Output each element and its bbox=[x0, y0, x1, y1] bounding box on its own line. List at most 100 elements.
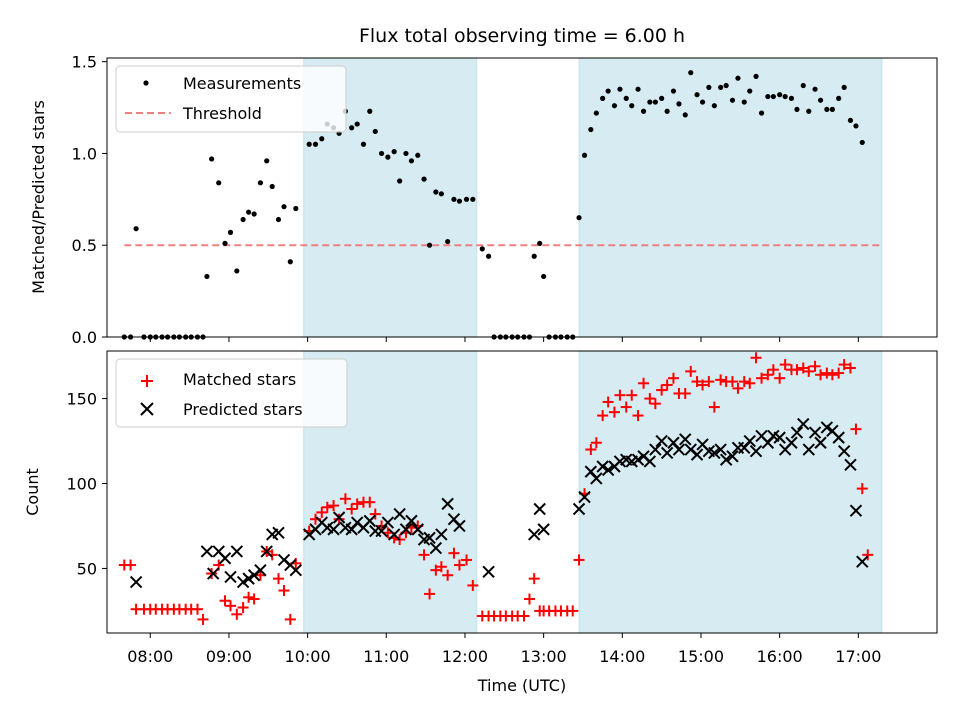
predicted-star-point bbox=[332, 511, 346, 524]
measurement-point bbox=[306, 141, 312, 147]
matched-star-point bbox=[649, 398, 661, 410]
matched-star-point bbox=[273, 573, 285, 585]
predicted-star-point bbox=[363, 514, 376, 528]
matched-star-point bbox=[585, 444, 597, 456]
measurement-point bbox=[853, 123, 859, 129]
matched-star-point bbox=[608, 406, 620, 418]
measurement-point bbox=[753, 73, 759, 79]
measurement-point bbox=[391, 149, 397, 155]
top-x-ticks bbox=[149, 337, 859, 342]
predicted-star-point bbox=[849, 504, 863, 517]
matched-star-point bbox=[833, 367, 845, 379]
matched-star-point bbox=[231, 608, 243, 620]
measurement-point bbox=[312, 141, 319, 147]
predicted-star-point bbox=[749, 445, 763, 458]
matched-star-point bbox=[333, 513, 345, 525]
measurement-point bbox=[293, 205, 299, 212]
measurement-point bbox=[269, 183, 275, 190]
measurement-point bbox=[433, 189, 439, 195]
matched-star-point bbox=[523, 593, 535, 605]
predicted-star-point bbox=[537, 523, 550, 536]
measurement-point bbox=[676, 101, 682, 107]
matched-star-point bbox=[809, 360, 821, 372]
predicted-star-point bbox=[679, 433, 692, 446]
matched-star-point bbox=[661, 379, 673, 391]
matched-star-point bbox=[656, 384, 668, 396]
count-panel: 08:00 09:00 10:00 11:00 12:00 13:00 14:00 15:00… bbox=[23, 350, 938, 695]
measurement-point bbox=[647, 99, 653, 105]
matched-star-point bbox=[767, 364, 779, 376]
measurement-point bbox=[847, 117, 854, 124]
matched-star-point bbox=[316, 506, 328, 518]
measurement-point bbox=[240, 216, 246, 223]
measurement-point bbox=[349, 125, 355, 131]
predicted-star-point bbox=[381, 516, 395, 529]
predicted-star-point bbox=[714, 443, 727, 456]
measurement-point bbox=[824, 106, 830, 112]
matched-star-point bbox=[844, 362, 856, 374]
predicted-star-point bbox=[375, 524, 388, 538]
predicted-star-point bbox=[289, 563, 303, 577]
matched-star-point bbox=[518, 610, 530, 622]
measurement-point bbox=[699, 99, 706, 105]
measurement-point bbox=[629, 103, 635, 109]
matched-star-point bbox=[644, 393, 656, 405]
predicted-star-point bbox=[200, 545, 214, 558]
predicted-star-point bbox=[814, 436, 827, 449]
measurement-point bbox=[611, 103, 618, 109]
matched-star-point bbox=[528, 573, 540, 585]
measurement-point bbox=[670, 88, 677, 94]
ratio-panel: 0.0 0.5 1.0 1.5 Matched/Predicted stars Mea… bbox=[29, 53, 938, 347]
matched-star-point bbox=[197, 613, 209, 625]
top-y-ticks: 0.0 0.5 1.0 1.5 bbox=[72, 53, 107, 347]
predicted-star-point bbox=[272, 526, 285, 539]
matched-star-point bbox=[638, 377, 650, 389]
bottom-x-ticks: 08:00 09:00 10:00 11:00 12:00 13:00 14:00 15:00… bbox=[127, 633, 881, 666]
matched-star-point bbox=[797, 362, 809, 374]
predicted-star-point bbox=[802, 443, 815, 456]
predicted-star-point bbox=[242, 572, 255, 585]
measurement-point bbox=[706, 84, 712, 90]
x-tick-label: 13:00 bbox=[521, 647, 567, 666]
predicted-star-point bbox=[596, 460, 609, 473]
measurement-point bbox=[403, 150, 409, 157]
measurement-point bbox=[281, 204, 287, 210]
legend-measurements-label: Measurements bbox=[183, 74, 301, 93]
measurement-point bbox=[451, 196, 457, 202]
predicted-star-point bbox=[655, 434, 668, 448]
x-tick-label: 10:00 bbox=[285, 647, 331, 666]
x-tick-label: 11:00 bbox=[363, 647, 409, 666]
matched-star-point bbox=[424, 588, 436, 600]
bottom-y-ticks: 50 100 150 bbox=[66, 390, 107, 578]
matched-star-point bbox=[448, 547, 460, 559]
matched-star-point bbox=[732, 382, 744, 394]
measurement-point bbox=[216, 180, 222, 186]
matched-star-point bbox=[762, 369, 774, 381]
measurement-point bbox=[682, 112, 688, 118]
top-y-tick-label: 1.5 bbox=[72, 53, 97, 72]
measurement-point bbox=[777, 92, 783, 98]
measurement-point bbox=[360, 141, 367, 147]
measurement-point bbox=[463, 196, 470, 202]
chart-title: Flux total observing time = 6.00 h bbox=[359, 25, 685, 47]
measurement-point bbox=[729, 97, 736, 103]
predicted-star-point bbox=[690, 448, 704, 461]
measurement-point bbox=[275, 216, 282, 223]
measurement-point bbox=[588, 126, 594, 133]
measurement-point bbox=[765, 93, 771, 100]
matched-star-point bbox=[430, 564, 442, 576]
predicted-star-point bbox=[236, 575, 250, 589]
predicted-star-point bbox=[856, 555, 869, 568]
predicted-star-point bbox=[601, 463, 615, 477]
observing-windows-bottom bbox=[303, 350, 883, 634]
matched-star-point bbox=[691, 376, 703, 388]
legend-matched-label: Matched stars bbox=[183, 370, 296, 389]
predicted-star-point bbox=[429, 541, 443, 555]
measurement-point bbox=[319, 136, 325, 142]
x-tick-label: 14:00 bbox=[599, 647, 645, 666]
measurement-point bbox=[257, 180, 264, 186]
legend-matched-marker bbox=[141, 375, 153, 387]
matched-star-point bbox=[248, 593, 260, 605]
matched-star-point bbox=[369, 508, 381, 520]
